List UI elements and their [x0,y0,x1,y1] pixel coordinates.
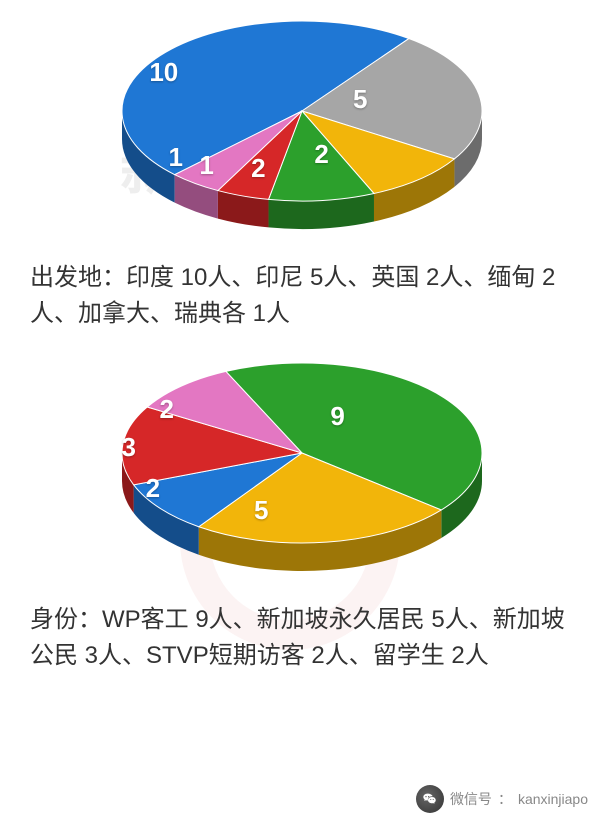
pie-chart-2: 95232 [0,342,603,592]
pie-chart-1: 1052211 [0,0,603,250]
wechat-icon [416,785,444,813]
caption-2: 身份：WP客工 9人、新加坡永久居民 5人、新加坡公民 3人、STVP短期访客 … [0,592,603,684]
attribution-label: 微信号 [450,789,492,809]
caption-1: 出发地：印度 10人、印尼 5人、英国 2人、缅甸 2人、加拿大、瑞典各 1人 [0,250,603,342]
attribution: 微信号：kanxinjiapo [416,785,588,813]
chart-2-container: 95232 [0,342,603,592]
chart-1-container: 1052211 [0,0,603,250]
attribution-value: kanxinjiapo [518,791,588,807]
